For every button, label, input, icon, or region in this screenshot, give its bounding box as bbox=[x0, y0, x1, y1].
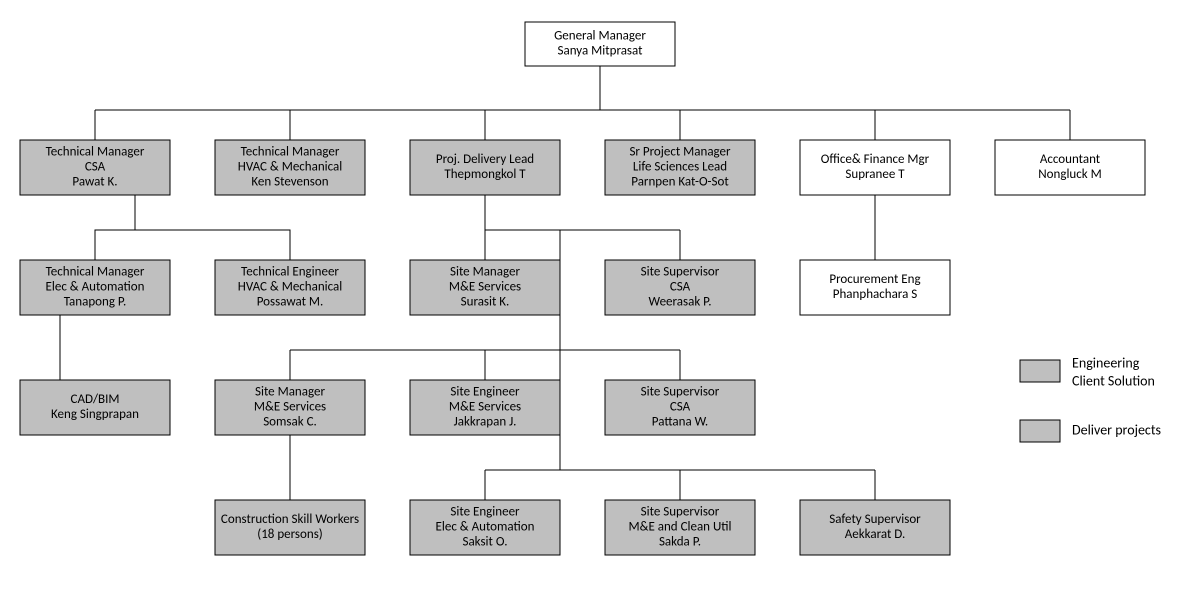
svg-text:M&E Services: M&E Services bbox=[449, 400, 521, 415]
svg-text:(18 persons): (18 persons) bbox=[257, 527, 322, 542]
node-proc: Procurement EngPhanphachara S bbox=[800, 260, 950, 315]
svg-text:M&E Services: M&E Services bbox=[254, 400, 326, 415]
svg-text:CAD/BIM: CAD/BIM bbox=[71, 392, 120, 407]
svg-text:Site Supervisor: Site Supervisor bbox=[641, 385, 720, 400]
svg-text:M&E Services: M&E Services bbox=[449, 280, 521, 295]
svg-text:Ken Stevenson: Ken Stevenson bbox=[251, 175, 328, 190]
svg-text:Tanapong P.: Tanapong P. bbox=[64, 295, 127, 310]
node-ss_me: Site SupervisorM&E and Clean UtilSakda P… bbox=[605, 500, 755, 555]
svg-text:Parnpen Kat-O-Sot: Parnpen Kat-O-Sot bbox=[631, 175, 729, 190]
svg-text:Thepmongkol T: Thepmongkol T bbox=[444, 167, 526, 182]
node-pdl: Proj. Delivery LeadThepmongkol T bbox=[410, 140, 560, 195]
svg-text:Technical Engineer: Technical Engineer bbox=[241, 265, 339, 280]
node-safety: Safety SupervisorAekkarat D. bbox=[800, 500, 950, 555]
svg-text:Safety Supervisor: Safety Supervisor bbox=[829, 512, 921, 527]
svg-text:CSA: CSA bbox=[670, 400, 691, 415]
svg-text:Nongluck M: Nongluck M bbox=[1038, 167, 1101, 182]
svg-text:Site Manager: Site Manager bbox=[255, 385, 325, 400]
svg-text:Possawat M.: Possawat M. bbox=[257, 295, 324, 310]
svg-text:Site Supervisor: Site Supervisor bbox=[641, 265, 720, 280]
node-tm_hvac: Technical ManagerHVAC & MechanicalKen St… bbox=[215, 140, 365, 195]
svg-text:Somsak C.: Somsak C. bbox=[263, 415, 317, 430]
svg-text:HVAC & Mechanical: HVAC & Mechanical bbox=[238, 160, 343, 175]
svg-text:Site Engineer: Site Engineer bbox=[450, 505, 520, 520]
svg-text:Aekkarat D.: Aekkarat D. bbox=[845, 527, 905, 542]
svg-text:Life Sciences Lead: Life Sciences Lead bbox=[633, 160, 727, 175]
svg-text:Jakkrapan J.: Jakkrapan J. bbox=[454, 415, 517, 430]
svg-text:M&E and Clean Util: M&E and Clean Util bbox=[628, 520, 731, 535]
svg-text:Construction Skill Workers: Construction Skill Workers bbox=[221, 512, 359, 527]
svg-text:Surasit K.: Surasit K. bbox=[461, 295, 510, 310]
svg-text:Sr Project Manager: Sr Project Manager bbox=[629, 145, 731, 160]
svg-text:Elec & Automation: Elec & Automation bbox=[46, 280, 145, 295]
svg-text:Technical Manager: Technical Manager bbox=[46, 145, 145, 160]
org-chart: General ManagerSanya Mitprasat Technical … bbox=[0, 0, 1200, 615]
svg-text:Sakda P.: Sakda P. bbox=[659, 535, 701, 550]
node-tm_elec: Technical ManagerElec & AutomationTanapo… bbox=[20, 260, 170, 315]
svg-text:Site Engineer: Site Engineer bbox=[450, 385, 520, 400]
svg-text:CSA: CSA bbox=[85, 160, 106, 175]
svg-text:Office& Finance Mgr: Office& Finance Mgr bbox=[821, 152, 930, 167]
svg-text:Site Supervisor: Site Supervisor bbox=[641, 505, 720, 520]
node-sm_me1: Site ManagerM&E ServicesSurasit K. bbox=[410, 260, 560, 315]
node-acct: AccountantNongluck M bbox=[995, 140, 1145, 195]
svg-text:Accountant: Accountant bbox=[1040, 152, 1101, 167]
node-se_me: Site EngineerM&E ServicesJakkrapan J. bbox=[410, 380, 560, 435]
svg-text:Supranee T: Supranee T bbox=[845, 167, 905, 182]
node-ss_csa2: Site SupervisorCSAPattana W. bbox=[605, 380, 755, 435]
svg-text:Sanya Mitprasat: Sanya Mitprasat bbox=[558, 44, 644, 59]
svg-text:Pattana W.: Pattana W. bbox=[652, 415, 708, 430]
svg-text:Pawat K.: Pawat K. bbox=[72, 175, 117, 190]
node-spm: Sr Project ManagerLife Sciences LeadParn… bbox=[605, 140, 755, 195]
svg-text:Deliver projects: Deliver projects bbox=[1072, 421, 1161, 438]
svg-text:HVAC & Mechanical: HVAC & Mechanical bbox=[238, 280, 343, 295]
svg-text:Saksit O.: Saksit O. bbox=[462, 535, 507, 550]
svg-text:Elec & Automation: Elec & Automation bbox=[436, 520, 535, 535]
svg-text:Proj. Delivery Lead: Proj. Delivery Lead bbox=[436, 152, 534, 167]
svg-text:General Manager: General Manager bbox=[554, 29, 646, 44]
node-ss_csa1: Site SupervisorCSAWeerasak P. bbox=[605, 260, 755, 315]
svg-text:Site Manager: Site Manager bbox=[450, 265, 520, 280]
svg-text:Client Solution: Client Solution bbox=[1072, 372, 1155, 389]
svg-text:Procurement Eng: Procurement Eng bbox=[829, 272, 920, 287]
svg-text:Weerasak P.: Weerasak P. bbox=[648, 295, 711, 310]
svg-text:Keng Singprapan: Keng Singprapan bbox=[51, 407, 139, 422]
legend: EngineeringClient Solution Deliver projec… bbox=[1020, 354, 1161, 442]
node-tm_csa: Technical ManagerCSAPawat K. bbox=[20, 140, 170, 195]
node-sm_me2: Site ManagerM&E ServicesSomsak C. bbox=[215, 380, 365, 435]
node-cadbim: CAD/BIMKeng Singprapan bbox=[20, 380, 170, 435]
node-gm: General ManagerSanya Mitprasat bbox=[525, 22, 675, 66]
node-te_hvac: Technical EngineerHVAC & MechanicalPossa… bbox=[215, 260, 365, 315]
svg-text:CSA: CSA bbox=[670, 280, 691, 295]
svg-text:Technical Manager: Technical Manager bbox=[241, 145, 340, 160]
node-se_elec: Site EngineerElec & AutomationSaksit O. bbox=[410, 500, 560, 555]
svg-text:Technical Manager: Technical Manager bbox=[46, 265, 145, 280]
node-csw: Construction Skill Workers(18 persons) bbox=[215, 500, 365, 555]
svg-text:Phanphachara S: Phanphachara S bbox=[833, 287, 917, 302]
svg-text:Engineering: Engineering bbox=[1072, 354, 1140, 371]
node-ofm: Office& Finance MgrSupranee T bbox=[800, 140, 950, 195]
